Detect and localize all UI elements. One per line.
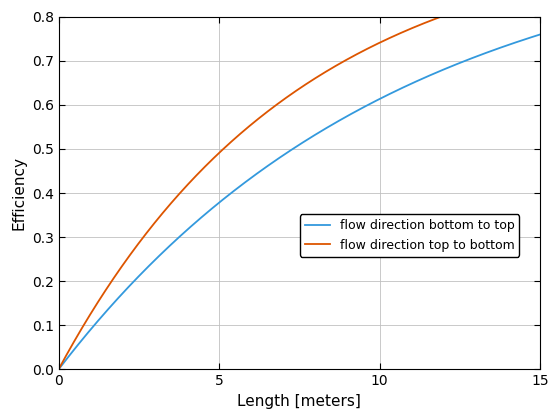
flow direction bottom to top [80, 336, 86, 341]
flow direction top to bottom [277, 100, 283, 105]
flow direction top to bottom [290, 91, 296, 96]
flow direction top to bottom [80, 324, 86, 329]
flow direction bottom to top [277, 155, 283, 160]
X-axis label: Length [meters]: Length [meters] [237, 394, 361, 409]
flow direction top to bottom [435, 16, 441, 21]
Line: flow direction bottom to top: flow direction bottom to top [59, 34, 540, 370]
Y-axis label: Efficiency: Efficiency [11, 156, 26, 230]
Line: flow direction top to bottom: flow direction top to bottom [59, 0, 540, 370]
Legend: flow direction bottom to top, flow direction top to bottom: flow direction bottom to top, flow direc… [300, 214, 519, 257]
flow direction bottom to top [435, 69, 441, 74]
flow direction top to bottom [55, 367, 62, 372]
flow direction bottom to top [536, 32, 543, 37]
flow direction bottom to top [55, 367, 62, 372]
flow direction bottom to top [522, 37, 529, 42]
flow direction bottom to top [290, 147, 296, 152]
flow direction bottom to top [522, 37, 529, 42]
